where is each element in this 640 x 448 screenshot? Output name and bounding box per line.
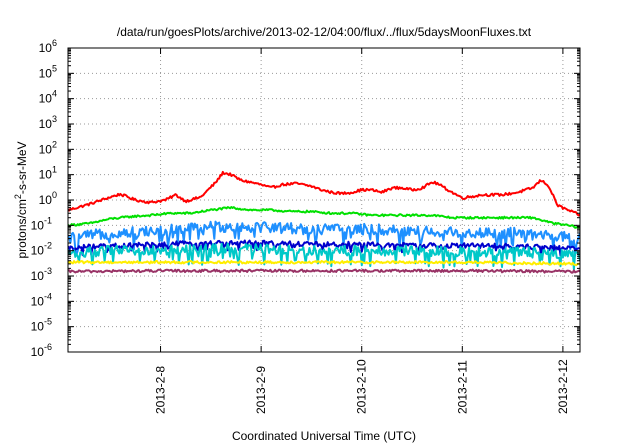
series-line [68,220,580,257]
x-tick-label: 2013-2-11 [455,360,469,414]
x-tick-label: 2013-2-9 [254,366,268,414]
y-tick-label: 100 [39,190,57,207]
grid [68,48,580,352]
x-tick-label: 2013-2-10 [355,359,369,414]
series-line [68,239,580,257]
y-tick-label: 102 [39,139,57,156]
series-line [68,206,580,229]
y-tick-label: 10-3 [31,266,52,283]
y-tick-label: 10-1 [31,215,52,232]
y-tick-label: 104 [39,89,57,106]
y-axis: 106 105 104 103 102 101 100 10-1 10-2 10-3 10-4 10-… [31,38,580,359]
y-axis-label: protons/cm2-s-sr-MeV [13,141,29,258]
y-tick-label: 103 [39,114,57,131]
series-layer [68,170,580,274]
series-line [68,170,580,217]
series-line [68,268,580,274]
y-tick-label: 10-4 [31,291,52,308]
y-tick-label: 10-6 [31,342,52,359]
chart-title: /data/run/goesPlots/archive/2013-02-12/0… [117,25,532,39]
x-axis: 2013-2-8 2013-2-9 2013-2-10 2013-2-11 2013-2… [154,48,570,414]
y-tick-label: 105 [39,63,57,80]
y-tick-label: 10-2 [31,241,52,258]
y-tick-label: 101 [39,165,57,182]
y-tick-label: 10-5 [31,317,52,334]
x-tick-label: 2013-2-8 [154,366,168,414]
series-line [68,260,580,267]
series-line [68,242,580,271]
x-tick-label: 2013-2-12 [556,359,570,414]
y-tick-label: 106 [39,38,57,55]
x-axis-label: Coordinated Universal Time (UTC) [232,429,416,443]
